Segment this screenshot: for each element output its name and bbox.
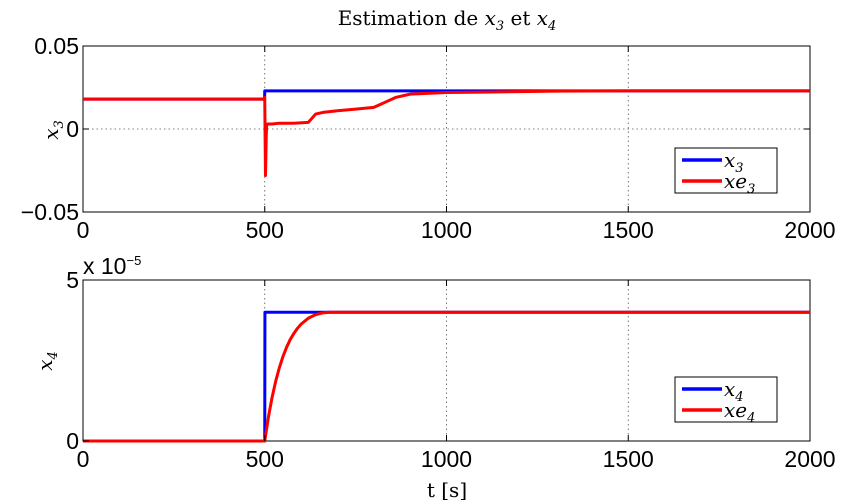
series-line-xe4 <box>83 310 810 443</box>
bottom-x-tick-labels: 0 500 1000 1500 2000 <box>77 446 836 472</box>
chart-title: Estimation de x3 et x4 <box>338 6 557 34</box>
legend-label-x3: x3 <box>724 148 744 176</box>
bottom-x-axis-label: t [s] <box>427 478 467 501</box>
x-tick-label: 500 <box>246 217 284 243</box>
bottom-subplot: 50 0 500 1000 1500 2000 x 10−5 x4 t [s] x4 x… <box>33 253 836 501</box>
legend-label-x4: x4 <box>724 377 744 405</box>
top-y-axis-label: x3 <box>39 120 67 140</box>
x-tick-label: 2000 <box>784 446 835 472</box>
bottom-legend: x4 xe4 <box>674 376 778 426</box>
series-line-xe3 <box>83 89 810 177</box>
top-x-tick-labels: 0 500 1000 1500 2000 <box>77 217 836 243</box>
y-tick-label: 0 <box>66 428 79 454</box>
y-tick-label: 0.05 <box>34 33 79 59</box>
bottom-y-axis-label: x4 <box>33 351 61 371</box>
x-tick-label: 0 <box>77 446 90 472</box>
x-tick-label: 0 <box>77 217 90 243</box>
bottom-y-tick-labels: 50 <box>66 267 79 454</box>
legend-label-xe4: xe4 <box>724 398 755 426</box>
y-tick-label: 0 <box>66 116 79 142</box>
bottom-series-lines <box>83 310 810 443</box>
bottom-tick-marks <box>82 279 811 442</box>
bottom-legend-box <box>674 376 778 423</box>
x-tick-label: 1500 <box>603 217 654 243</box>
x-tick-label: 500 <box>246 446 284 472</box>
top-legend-box <box>674 147 778 194</box>
x-tick-label: 1000 <box>421 446 472 472</box>
x-tick-label: 1500 <box>603 446 654 472</box>
top-subplot: 0.050−0.05 0 500 1000 1500 2000 x3 x3 xe3 <box>21 33 836 243</box>
legend-label-xe3: xe3 <box>724 169 755 197</box>
x-tick-label: 1000 <box>421 217 472 243</box>
y-tick-label: −0.05 <box>21 199 79 225</box>
top-tick-marks <box>82 45 811 213</box>
top-grid <box>83 46 810 212</box>
top-y-tick-labels: 0.05 0 −0.05 <box>21 33 79 225</box>
top-legend: x3 xe3 <box>674 147 778 197</box>
exponent-label: x 10−5 <box>83 253 141 279</box>
y-tick-label: 5 <box>66 267 79 293</box>
top-series-lines <box>83 89 810 177</box>
x-tick-label: 2000 <box>784 217 835 243</box>
